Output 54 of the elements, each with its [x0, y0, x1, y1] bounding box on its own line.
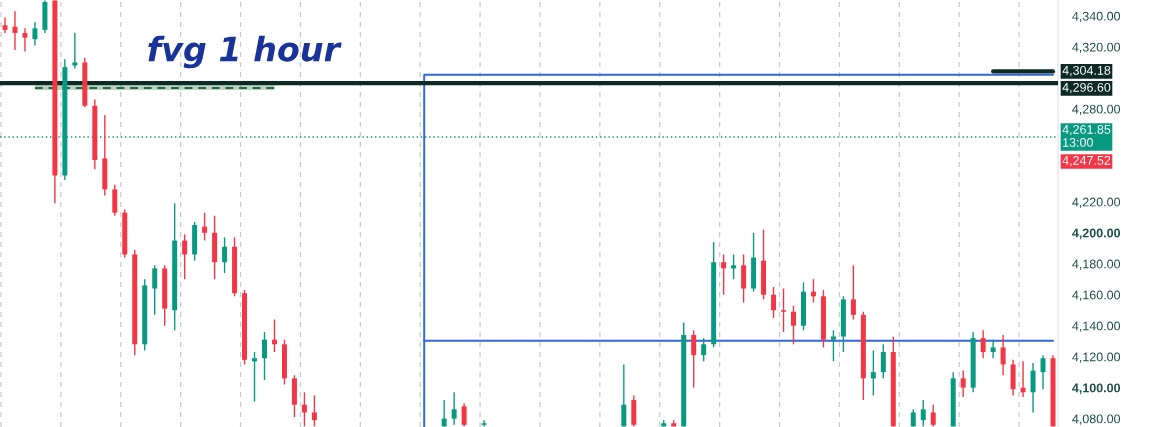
candlestick: [152, 264, 158, 316]
y-tick-label: 4,160.00: [1072, 290, 1121, 301]
candlestick: [731, 253, 737, 280]
y-tick-label: 4,280.00: [1072, 104, 1121, 116]
candlestick: [202, 211, 208, 242]
candlestick: [451, 391, 457, 426]
candlestick: [311, 394, 317, 427]
candlestick: [1040, 354, 1046, 390]
candlestick: [870, 349, 876, 397]
candlestick: [990, 338, 996, 359]
candlestick: [2, 16, 8, 34]
text: 4,247.52: [1062, 155, 1111, 167]
candlestick: [222, 236, 228, 274]
y-tick-label: 4,100.00: [1072, 383, 1121, 395]
candlestick: [930, 404, 936, 427]
candlestick: [621, 363, 627, 427]
candlestick: [32, 21, 38, 47]
candlestick: [830, 329, 836, 363]
candlestick: [920, 399, 926, 427]
candlestick: [301, 391, 307, 427]
data-label: 4,304.18: [1062, 65, 1111, 77]
candlestick: [252, 351, 258, 403]
candlestick: [781, 287, 787, 333]
candlestick: [441, 399, 447, 427]
y-tick-label: 4,200.00: [1072, 228, 1121, 240]
candlestick: [880, 343, 886, 380]
y-tick-label: 4,080.00: [1072, 414, 1121, 425]
candlestick: [721, 253, 727, 296]
candlestick: [262, 331, 267, 381]
candlestick: [22, 27, 28, 53]
y-tick-label: 4,320.00: [1072, 42, 1121, 54]
y-tick-label: 4,140.00: [1072, 321, 1121, 332]
candlestick: [980, 329, 986, 359]
ref-line-label: 4,296.60: [1062, 82, 1111, 94]
candlestick: [182, 233, 188, 280]
candlestick: [960, 369, 966, 398]
candlestick: [112, 184, 118, 217]
candlestick: [461, 402, 467, 427]
candlestick: [850, 264, 856, 321]
candlestick: [701, 337, 707, 363]
y-tick-label: 4,180.00: [1072, 259, 1121, 270]
candlestick: [1030, 362, 1036, 414]
candlestick: [741, 253, 747, 304]
y-tick-label: 4,220.00: [1072, 197, 1121, 208]
ref-line-label: 4,261.85 13:00: [1062, 124, 1111, 147]
candlestick: [771, 286, 777, 319]
candlestick: [72, 32, 78, 70]
candlestick: [691, 329, 697, 389]
annotation: fvg 1 hour: [148, 35, 342, 69]
candlestick: [1000, 334, 1006, 376]
y-tick-label: 4,120.00: [1072, 352, 1121, 363]
candlestick: [791, 304, 796, 345]
candlestick: [12, 10, 18, 51]
y-tick-label: 4,340.00: [1072, 11, 1121, 23]
